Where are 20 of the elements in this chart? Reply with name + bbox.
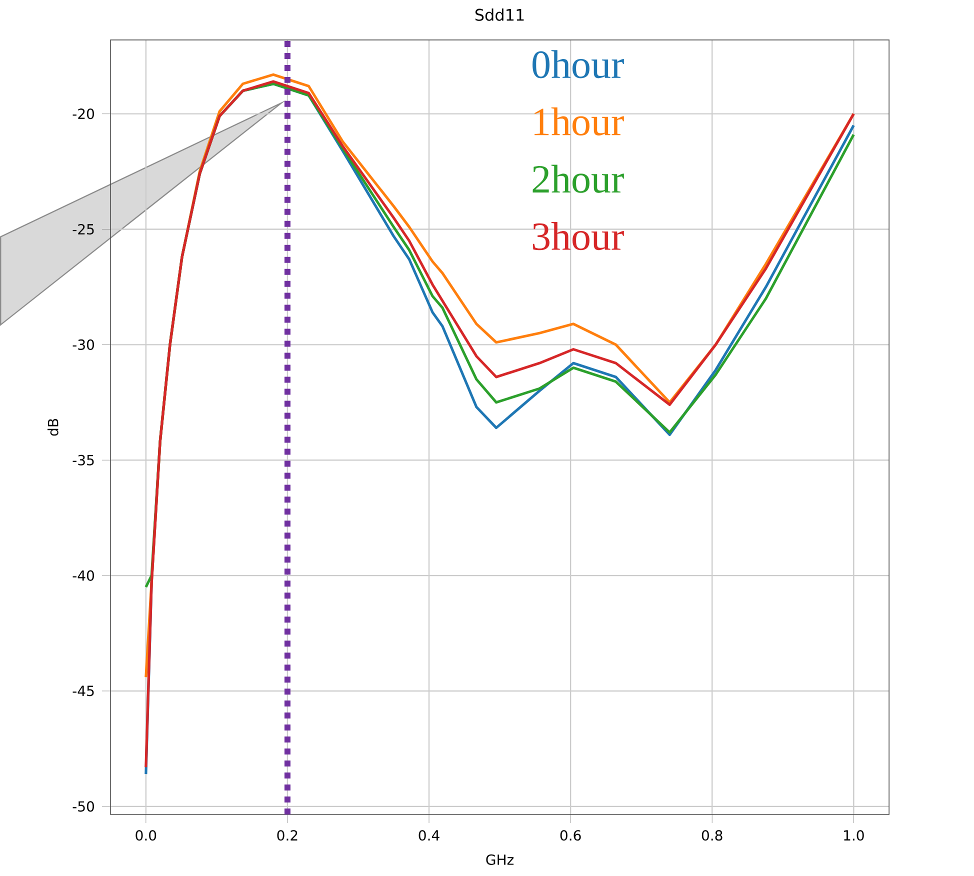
- x-tick-label: 0.4: [418, 830, 440, 840]
- text: 3hour: [532, 222, 624, 250]
- y-tick-label: -30: [72, 339, 94, 350]
- x-tick-label: 1.0: [844, 830, 864, 840]
- y-tick-label: -45: [72, 686, 94, 696]
- text: 1hour: [534, 107, 624, 136]
- y-tick-label: -40: [72, 570, 94, 581]
- text: 0hour: [532, 50, 624, 78]
- x-tick-label: 0.8: [702, 830, 722, 840]
- y-tick-label: -35: [72, 454, 94, 466]
- chart-title: Sdd11: [475, 8, 524, 21]
- x-tick-label: 0.6: [560, 830, 581, 840]
- x-tick-label: 0.0: [136, 830, 156, 840]
- text: 2hour: [532, 164, 624, 193]
- y-tick-label: -20: [72, 108, 94, 119]
- x-axis-title: GHz: [486, 854, 514, 865]
- x-tick-label: 0.2: [277, 830, 298, 840]
- y-tick-label: -50: [72, 800, 94, 812]
- y-axis-title: dB: [48, 418, 58, 436]
- y-tick-label: -25: [72, 224, 94, 234]
